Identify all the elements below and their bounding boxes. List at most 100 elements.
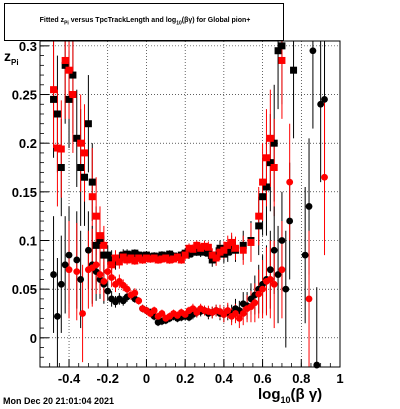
data-point-square	[197, 248, 205, 256]
data-point-square	[69, 71, 77, 79]
data-point-square	[92, 212, 100, 220]
data-point-circle	[278, 237, 286, 244]
data-point-square	[123, 250, 131, 258]
data-point-square	[259, 193, 267, 201]
data-point-circle	[150, 307, 158, 314]
data-point-square	[185, 244, 193, 252]
data-point-circle	[251, 299, 259, 307]
x-axis-label-main: log	[258, 386, 281, 403]
title-end: (βγ) for Global pion+	[181, 17, 251, 24]
data-point-circle	[79, 310, 86, 317]
data-point-square	[88, 178, 96, 186]
data-point-circle	[317, 100, 325, 108]
data-point-circle	[135, 297, 143, 305]
data-point-square	[150, 254, 158, 262]
y-tick-label: 0.1	[19, 233, 37, 248]
axis-ticks: -0.4 -0.2 0 0.2 0.4 0.6 0.8 1 0 0.05 0.1 0.15 0.2 0.2…	[12, 39, 344, 386]
y-axis-label: zPi	[4, 48, 19, 67]
title-box: Fitted zPi versus TpcTrackLength and log…	[4, 3, 284, 41]
data-point-square	[216, 248, 224, 256]
data-point-circle	[73, 268, 81, 276]
data-point-square	[166, 256, 174, 264]
x-tick-label: 0	[143, 371, 150, 386]
data-point-square	[204, 249, 212, 257]
data-point-circle	[65, 251, 73, 259]
data-point-square	[290, 66, 298, 74]
x-axis-label: log10(β γ)	[258, 386, 322, 405]
chart-title: Fitted zPi versus TpcTrackLength and log…	[5, 17, 285, 26]
data-point-square	[96, 232, 104, 240]
data-point-square	[65, 66, 73, 74]
data-point-square	[173, 253, 181, 261]
data-point-square	[262, 183, 270, 191]
data-point-square	[111, 258, 119, 266]
data-point-square	[212, 254, 220, 262]
data-point-square	[100, 241, 108, 249]
data-point-square	[181, 251, 189, 259]
data-point-square	[224, 248, 232, 256]
data-point-square	[61, 56, 69, 64]
data-point-square	[208, 256, 216, 264]
data-point-square	[270, 139, 278, 147]
data-point-square	[115, 258, 123, 266]
x-tick-label: 0.2	[176, 371, 194, 386]
x-tick-label: 0.4	[215, 371, 234, 386]
data-markers	[50, 42, 328, 369]
data-point-square	[146, 255, 154, 263]
data-point-square	[201, 242, 209, 250]
data-point-square	[197, 244, 205, 252]
data-point-square	[266, 159, 274, 167]
data-point-circle	[96, 271, 104, 278]
data-point-circle	[73, 256, 81, 264]
data-point-circle	[255, 290, 263, 298]
data-point-square	[123, 256, 131, 264]
data-point-square	[158, 255, 166, 263]
data-point-square	[239, 241, 247, 249]
data-point-square	[189, 245, 197, 253]
data-point-circle	[266, 276, 274, 283]
data-point-square	[65, 95, 73, 103]
data-point-circle	[259, 285, 266, 293]
data-point-square	[108, 256, 116, 264]
data-point-square	[131, 249, 139, 257]
data-point-circle	[239, 310, 247, 317]
data-point-circle	[286, 217, 294, 225]
data-point-circle	[266, 266, 274, 274]
data-point-square	[255, 222, 263, 230]
data-point-square	[77, 139, 85, 147]
data-point-square	[108, 261, 116, 269]
data-point-square	[274, 47, 282, 55]
data-point-square	[239, 246, 247, 254]
data-point-circle	[131, 289, 139, 297]
data-point-circle	[321, 95, 328, 103]
data-point-square	[262, 154, 270, 162]
data-point-square	[135, 254, 143, 262]
data-point-square	[57, 145, 65, 153]
x-axis-label-end: (β γ)	[290, 386, 323, 403]
data-point-circle	[65, 266, 73, 274]
data-point-square	[177, 256, 185, 264]
title-subscript: Pi	[64, 20, 69, 27]
data-point-square	[158, 251, 166, 259]
title-subscript-2: 10	[176, 20, 182, 27]
data-point-circle	[224, 307, 232, 314]
grid-lines	[40, 41, 340, 367]
x-tick-label: 1	[336, 371, 343, 386]
data-point-square	[61, 61, 69, 69]
data-point-square	[208, 251, 216, 259]
data-point-square	[228, 238, 236, 246]
data-point-square	[100, 251, 108, 259]
data-point-square	[81, 173, 89, 181]
x-axis-label-sub: 10	[280, 395, 291, 405]
y-axis-label-main: z	[4, 48, 11, 64]
data-point-square	[92, 241, 100, 249]
data-point-square	[104, 251, 112, 259]
data-point-circle	[278, 266, 286, 274]
data-point-circle	[92, 261, 100, 269]
data-point-square	[220, 250, 228, 258]
data-point-circle	[270, 280, 278, 288]
y-tick-label: 0.15	[12, 185, 37, 200]
data-point-square	[57, 164, 65, 172]
data-point-square	[139, 256, 147, 264]
data-point-square	[88, 193, 96, 201]
